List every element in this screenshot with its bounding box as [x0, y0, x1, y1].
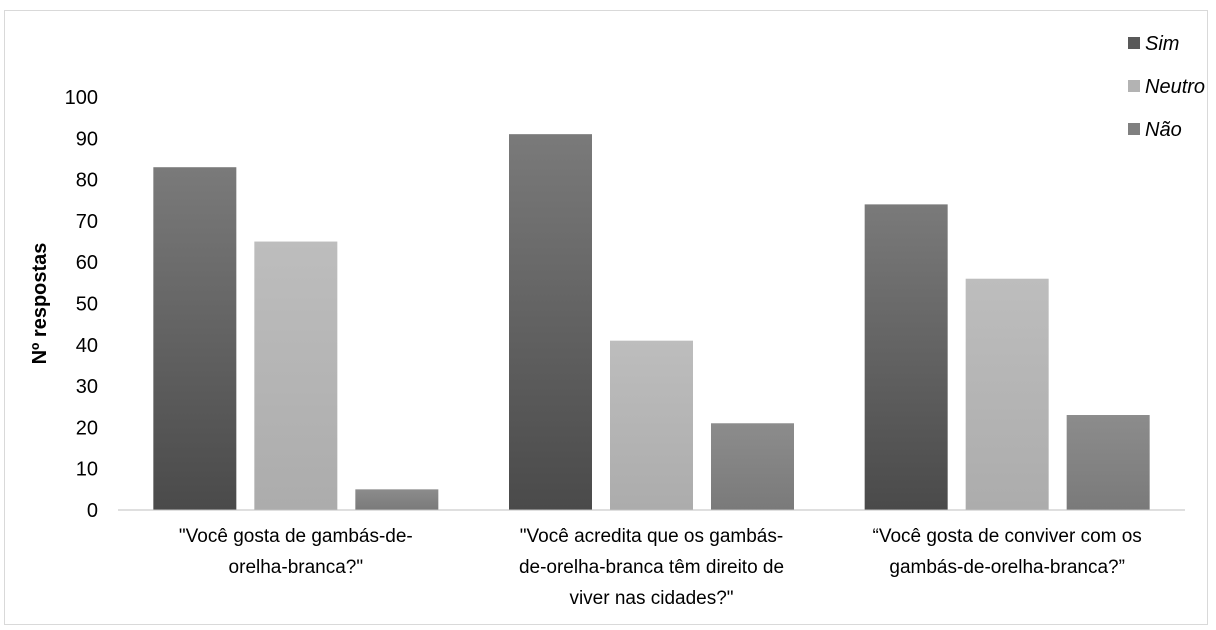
legend-label-não: Não — [1145, 119, 1182, 141]
x-category-label: "Você gosta de gambás-de- — [179, 526, 413, 547]
x-category-label: orelha-branca?" — [229, 557, 364, 578]
y-tick-label: 40 — [76, 335, 98, 357]
legend: Sim Neutro Não — [1128, 33, 1205, 141]
x-axis-categories: "Você gosta de gambás-de-orelha-branca?"… — [179, 526, 1142, 609]
bar-não-1 — [355, 489, 439, 510]
y-tick-label: 20 — [76, 417, 98, 439]
bar-neutro-3 — [965, 278, 1049, 510]
y-tick-label: 100 — [65, 87, 98, 109]
y-tick-label: 70 — [76, 211, 98, 233]
y-tick-label: 60 — [76, 252, 98, 274]
bar-sim-3 — [864, 204, 948, 510]
y-tick-label: 0 — [87, 500, 98, 522]
y-tick-label: 30 — [76, 376, 98, 398]
legend-swatch-sim — [1128, 37, 1140, 49]
bar-sim-2 — [509, 134, 592, 511]
x-category-label: "Você acredita que os gambás- — [520, 526, 783, 547]
x-category-label: gambás-de-orelha-branca?” — [889, 557, 1125, 578]
bar-neutro-2 — [610, 340, 693, 510]
y-tick-label: 50 — [76, 294, 98, 316]
bar-sim-1 — [153, 167, 237, 510]
y-axis: 0 10 20 30 40 50 60 70 80 90 100 — [65, 87, 98, 522]
legend-swatch-não — [1128, 123, 1140, 135]
y-tick-label: 10 — [76, 459, 98, 481]
x-category-label: viver nas cidades?" — [569, 588, 733, 609]
x-category-label: de-orelha-branca têm direito de — [519, 557, 784, 578]
y-tick-label: 80 — [76, 170, 98, 192]
bar-não-3 — [1066, 415, 1150, 510]
x-category-label: “Você gosta de conviver com os — [873, 526, 1142, 547]
y-axis-label: Nº respostas — [29, 243, 51, 365]
bar-não-2 — [711, 423, 794, 510]
bar-neutro-1 — [254, 241, 338, 511]
bars — [153, 134, 1150, 511]
legend-label-neutro: Neutro — [1145, 76, 1205, 98]
legend-label-sim: Sim — [1145, 33, 1179, 55]
legend-swatch-neutro — [1128, 80, 1140, 92]
y-tick-label: 90 — [76, 128, 98, 150]
